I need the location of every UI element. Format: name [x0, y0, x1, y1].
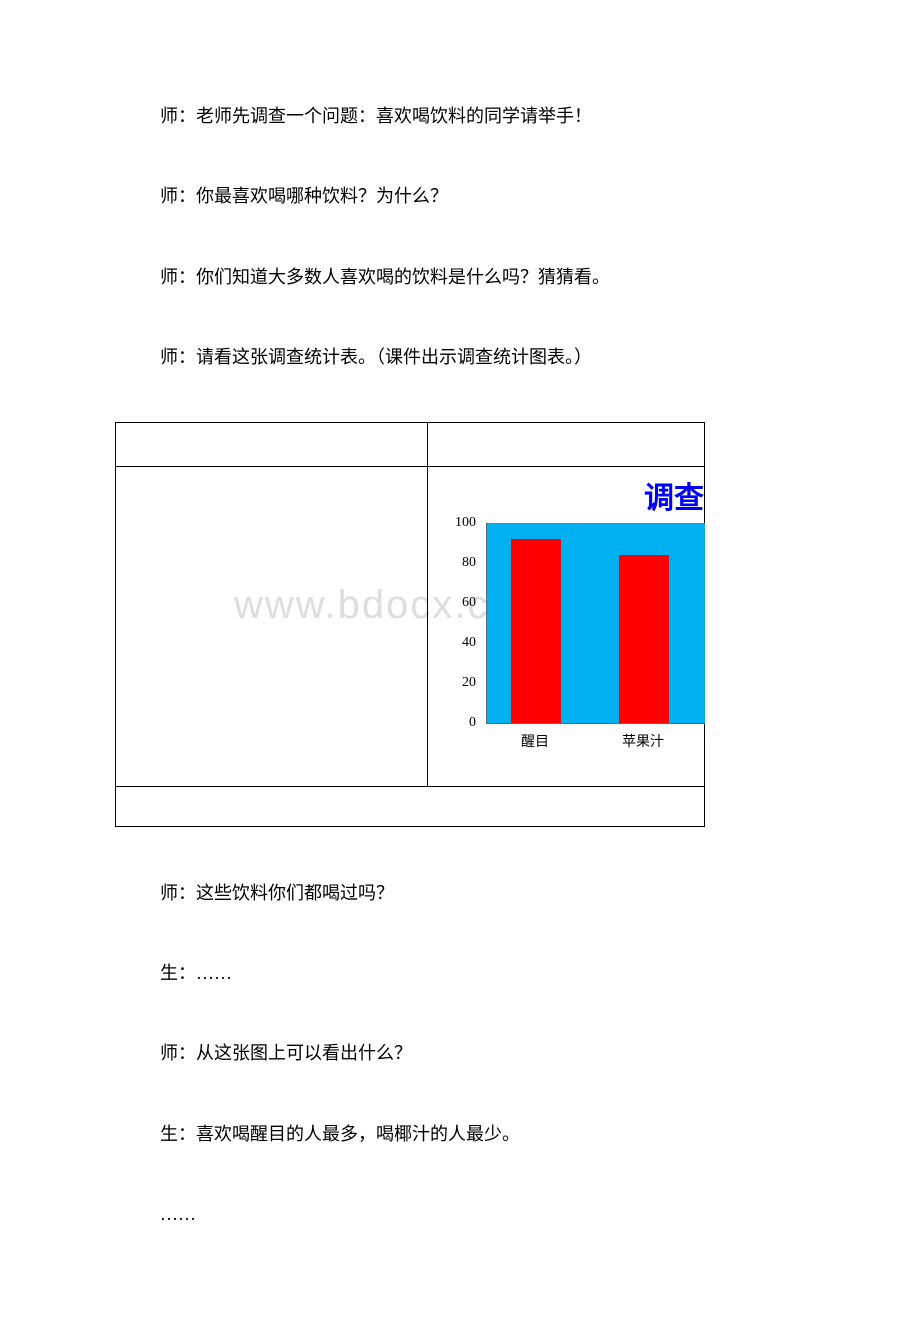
table-header-right-cell [428, 422, 705, 466]
table-header-row [116, 422, 705, 466]
y-tick-100: 100 [455, 515, 476, 531]
x-label-xingmu: 醒目 [505, 731, 565, 751]
bar-pingguozhi [619, 555, 669, 723]
dialogue-line-3: 师：你们知道大多数人喜欢喝的饮料是什么吗？猜猜看。 [160, 261, 800, 293]
chart-table: 调查 www.bdocx.com 100 80 60 40 20 0 [115, 422, 705, 827]
plot-area [486, 523, 705, 724]
table-main-right-cell: 调查 www.bdocx.com 100 80 60 40 20 0 [428, 466, 705, 786]
chart-title: 调查 [434, 473, 704, 517]
dialogue-line-9: …… [160, 1198, 800, 1230]
dialogue-line-1: 师：老师先调查一个问题：喜欢喝饮料的同学请举手！ [160, 100, 800, 132]
y-axis: 100 80 60 40 20 0 [434, 523, 482, 723]
table-main-left-cell [116, 466, 428, 786]
y-tick-40: 40 [462, 635, 476, 651]
table-footer-cell [116, 786, 705, 826]
dialogue-line-2: 师：你最喜欢喝哪种饮料？为什么？ [160, 180, 800, 212]
table-header-left-cell [116, 422, 428, 466]
table-main-row: 调查 www.bdocx.com 100 80 60 40 20 0 [116, 466, 705, 786]
y-tick-60: 60 [462, 595, 476, 611]
x-label-pingguozhi: 苹果汁 [613, 731, 673, 751]
bar-xingmu [511, 539, 561, 723]
dialogue-line-7: 师：从这张图上可以看出什么？ [160, 1037, 800, 1069]
bar-chart: www.bdocx.com 100 80 60 40 20 0 醒目 [434, 523, 704, 773]
dialogue-line-8: 生：喜欢喝醒目的人最多，喝椰汁的人最少。 [160, 1118, 800, 1150]
y-tick-20: 20 [462, 675, 476, 691]
dialogue-line-4: 师：请看这张调查统计表。（课件出示调查统计图表。） [160, 341, 800, 373]
y-tick-80: 80 [462, 555, 476, 571]
y-tick-0: 0 [469, 715, 476, 731]
table-footer-row [116, 786, 705, 826]
dialogue-line-5: 师：这些饮料你们都喝过吗？ [160, 877, 800, 909]
dialogue-line-6: 生：…… [160, 957, 800, 989]
